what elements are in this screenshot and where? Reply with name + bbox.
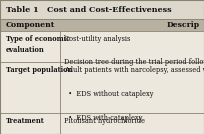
Text: Descrip: Descrip [167, 21, 200, 29]
Text: Pitolisant hydrochloride: Pitolisant hydrochloride [64, 117, 145, 125]
Text: Table 1   Cost and Cost-Effectiveness: Table 1 Cost and Cost-Effectiveness [6, 6, 172, 14]
Bar [0, 62, 204, 113]
Bar [0, 19, 204, 31]
Text: Type of economic
evaluation: Type of economic evaluation [6, 35, 70, 54]
Text: Adult patients with narcolepsy, assessed within 2

  •  EDS without cataplexy

 : Adult patients with narcolepsy, assessed… [64, 66, 204, 122]
Bar [0, 113, 204, 134]
Text: Target population: Target population [6, 66, 72, 74]
Bar [0, 31, 204, 62]
Bar [0, 0, 204, 19]
Text: Treatment: Treatment [6, 117, 45, 125]
Text: Cost-utility analysis

Decision tree during the trial period followed by a: Cost-utility analysis Decision tree duri… [64, 35, 204, 66]
Text: Component: Component [6, 21, 55, 29]
